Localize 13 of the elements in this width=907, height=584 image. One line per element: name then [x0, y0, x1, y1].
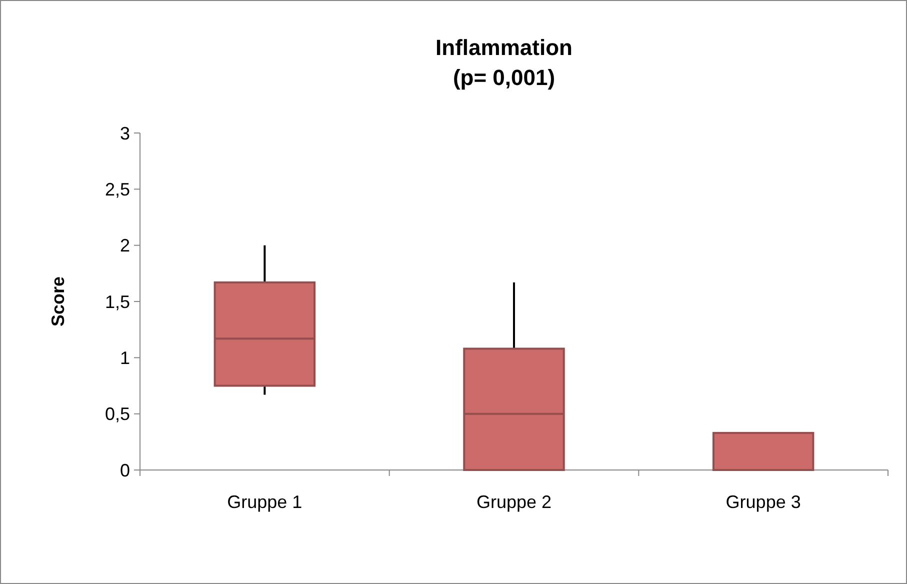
- y-tick-label: 0,5: [104, 404, 130, 424]
- y-tick-label: 3: [120, 123, 130, 144]
- y-tick-label: 1,5: [104, 292, 130, 312]
- y-tick-label: 2,5: [104, 179, 130, 200]
- x-tick-label: Gruppe 1: [227, 492, 302, 512]
- y-axis-title: Score: [48, 276, 68, 327]
- chart-subtitle: (p= 0,001): [452, 65, 556, 90]
- x-tick-label: Gruppe 3: [726, 492, 801, 512]
- y-tick-label: 2: [120, 236, 130, 256]
- chart-title: Inflammation: [436, 35, 572, 60]
- y-tick-label: 0: [120, 460, 130, 480]
- x-tick-label: Gruppe 2: [476, 492, 552, 512]
- y-tick-label: 1: [120, 348, 130, 368]
